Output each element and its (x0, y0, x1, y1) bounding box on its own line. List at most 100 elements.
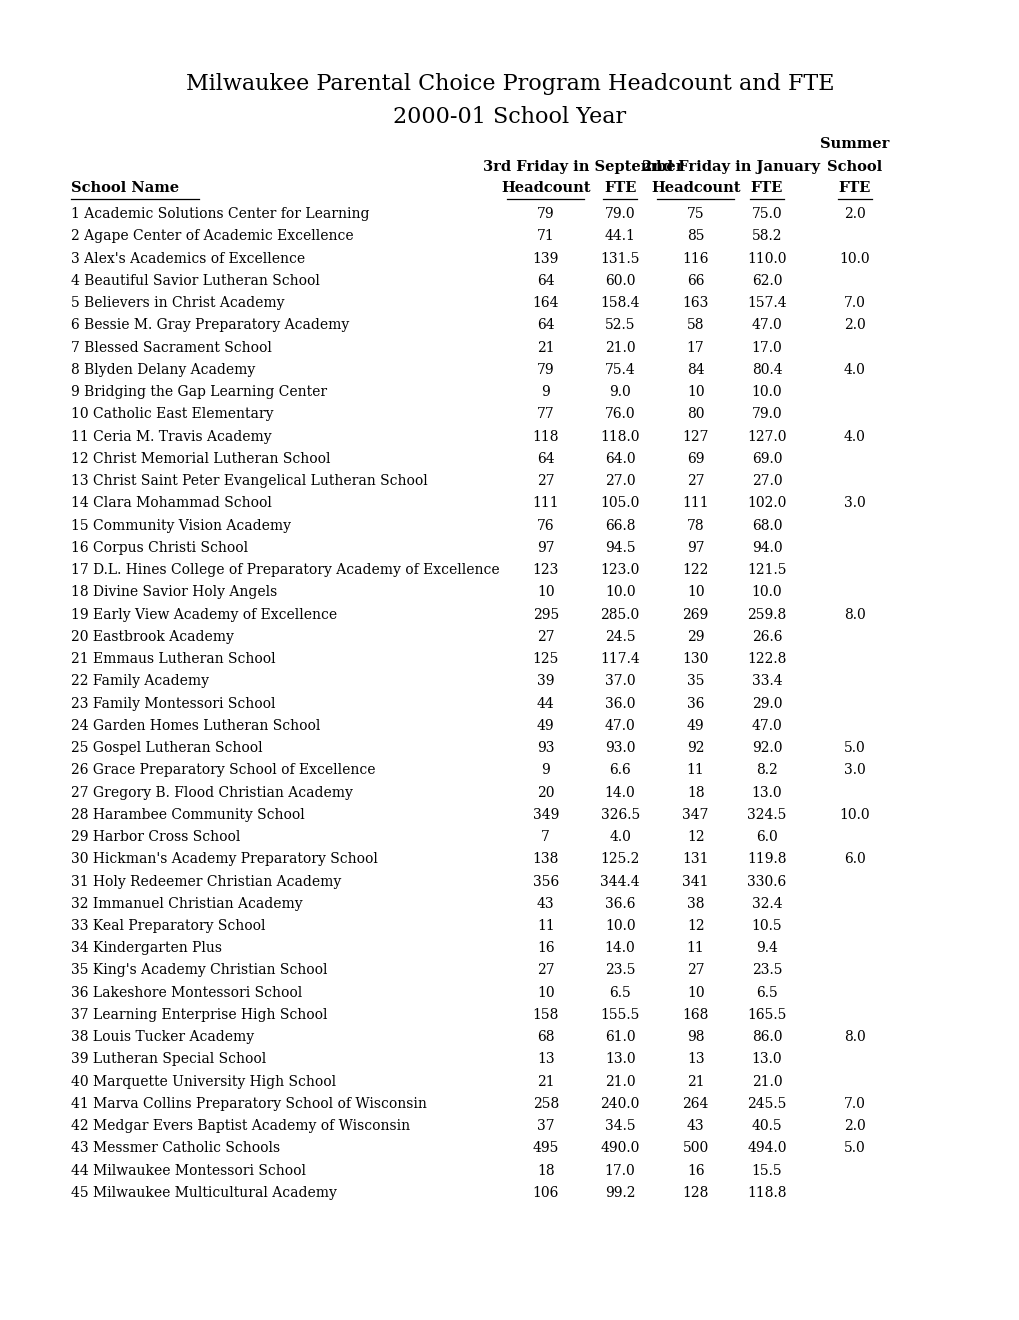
Text: 32 Immanuel Christian Academy: 32 Immanuel Christian Academy (71, 896, 303, 911)
Text: 23.5: 23.5 (604, 964, 635, 978)
Text: 326.5: 326.5 (600, 808, 639, 822)
Text: 6.6: 6.6 (608, 763, 631, 777)
Text: 2.0: 2.0 (843, 318, 865, 333)
Text: 62.0: 62.0 (751, 275, 782, 288)
Text: 49: 49 (686, 719, 704, 733)
Text: 21: 21 (536, 1074, 554, 1089)
Text: 139: 139 (532, 252, 558, 265)
Text: 21 Emmaus Lutheran School: 21 Emmaus Lutheran School (71, 652, 276, 667)
Text: 130: 130 (682, 652, 708, 667)
Text: 47.0: 47.0 (604, 719, 635, 733)
Text: 18 Divine Savior Holy Angels: 18 Divine Savior Holy Angels (71, 585, 277, 599)
Text: 10 Catholic East Elementary: 10 Catholic East Elementary (71, 408, 274, 421)
Text: 98: 98 (686, 1030, 704, 1044)
Text: 6 Bessie M. Gray Preparatory Academy: 6 Bessie M. Gray Preparatory Academy (71, 318, 350, 333)
Text: 69: 69 (686, 451, 704, 466)
Text: 14.0: 14.0 (604, 941, 635, 956)
Text: 4 Beautiful Savior Lutheran School: 4 Beautiful Savior Lutheran School (71, 275, 320, 288)
Text: 35 King's Academy Christian School: 35 King's Academy Christian School (71, 964, 327, 978)
Text: 45 Milwaukee Multicultural Academy: 45 Milwaukee Multicultural Academy (71, 1185, 337, 1200)
Text: 122.8: 122.8 (747, 652, 786, 667)
Text: 157.4: 157.4 (747, 296, 786, 310)
Text: 356: 356 (532, 875, 558, 888)
Text: 164: 164 (532, 296, 558, 310)
Text: 13.0: 13.0 (751, 1052, 782, 1067)
Text: 18: 18 (536, 1164, 554, 1177)
Text: 131: 131 (682, 853, 708, 866)
Text: 269: 269 (682, 607, 708, 622)
Text: 5 Believers in Christ Academy: 5 Believers in Christ Academy (71, 296, 284, 310)
Text: 64: 64 (536, 275, 554, 288)
Text: 2 Agape Center of Academic Excellence: 2 Agape Center of Academic Excellence (71, 230, 354, 243)
Text: 500: 500 (682, 1142, 708, 1155)
Text: 44.1: 44.1 (604, 230, 635, 243)
Text: 97: 97 (536, 541, 554, 554)
Text: 68: 68 (536, 1030, 554, 1044)
Text: 102.0: 102.0 (747, 496, 786, 511)
Text: 165.5: 165.5 (747, 1008, 786, 1022)
Text: 25 Gospel Lutheran School: 25 Gospel Lutheran School (71, 741, 263, 755)
Text: 36.6: 36.6 (604, 896, 635, 911)
Text: 330.6: 330.6 (747, 875, 786, 888)
Text: 111: 111 (682, 496, 708, 511)
Text: 12: 12 (686, 919, 704, 933)
Text: 8.0: 8.0 (843, 607, 865, 622)
Text: 16 Corpus Christi School: 16 Corpus Christi School (71, 541, 249, 554)
Text: 8.0: 8.0 (843, 1030, 865, 1044)
Text: 23 Family Montessori School: 23 Family Montessori School (71, 697, 275, 710)
Text: 22 Family Academy: 22 Family Academy (71, 675, 209, 688)
Text: 21.0: 21.0 (604, 1074, 635, 1089)
Text: 18: 18 (686, 785, 704, 800)
Text: 118: 118 (532, 430, 558, 444)
Text: 43 Messmer Catholic Schools: 43 Messmer Catholic Schools (71, 1142, 280, 1155)
Text: 9.0: 9.0 (608, 385, 631, 399)
Text: 33.4: 33.4 (751, 675, 782, 688)
Text: 12 Christ Memorial Lutheran School: 12 Christ Memorial Lutheran School (71, 451, 330, 466)
Text: 10: 10 (686, 986, 704, 999)
Text: Headcount: Headcount (650, 181, 740, 195)
Text: Headcount: Headcount (500, 181, 590, 195)
Text: 33 Keal Preparatory School: 33 Keal Preparatory School (71, 919, 266, 933)
Text: 110.0: 110.0 (747, 252, 786, 265)
Text: 37: 37 (536, 1119, 554, 1133)
Text: 7.0: 7.0 (843, 296, 865, 310)
Text: 80.4: 80.4 (751, 363, 782, 378)
Text: 10: 10 (536, 986, 554, 999)
Text: 27: 27 (536, 474, 554, 488)
Text: 66: 66 (686, 275, 704, 288)
Text: 37.0: 37.0 (604, 675, 635, 688)
Text: 163: 163 (682, 296, 708, 310)
Text: 11: 11 (686, 941, 704, 956)
Text: 12: 12 (686, 830, 704, 843)
Text: 9: 9 (541, 385, 549, 399)
Text: 39 Lutheran Special School: 39 Lutheran Special School (71, 1052, 266, 1067)
Text: 6.5: 6.5 (608, 986, 631, 999)
Text: 78: 78 (686, 519, 704, 533)
Text: 66.8: 66.8 (604, 519, 635, 533)
Text: 27: 27 (536, 964, 554, 978)
Text: 347: 347 (682, 808, 708, 822)
Text: 75.0: 75.0 (751, 207, 782, 222)
Text: 39: 39 (536, 675, 554, 688)
Text: 29 Harbor Cross School: 29 Harbor Cross School (71, 830, 240, 843)
Text: 27: 27 (536, 630, 554, 644)
Text: 10.0: 10.0 (604, 585, 635, 599)
Text: 3.0: 3.0 (843, 763, 865, 777)
Text: 155.5: 155.5 (600, 1008, 639, 1022)
Text: 61.0: 61.0 (604, 1030, 635, 1044)
Text: 75: 75 (686, 207, 704, 222)
Text: 79: 79 (536, 207, 554, 222)
Text: 245.5: 245.5 (747, 1097, 786, 1111)
Text: 21: 21 (536, 341, 554, 355)
Text: 80: 80 (686, 408, 704, 421)
Text: 5.0: 5.0 (843, 741, 865, 755)
Text: 127.0: 127.0 (747, 430, 786, 444)
Text: 76.0: 76.0 (604, 408, 635, 421)
Text: 27: 27 (686, 964, 704, 978)
Text: 44: 44 (536, 697, 554, 710)
Text: 79: 79 (536, 363, 554, 378)
Text: 8.2: 8.2 (755, 763, 777, 777)
Text: 47.0: 47.0 (751, 719, 782, 733)
Text: 2000-01 School Year: 2000-01 School Year (393, 106, 626, 128)
Text: 258: 258 (532, 1097, 558, 1111)
